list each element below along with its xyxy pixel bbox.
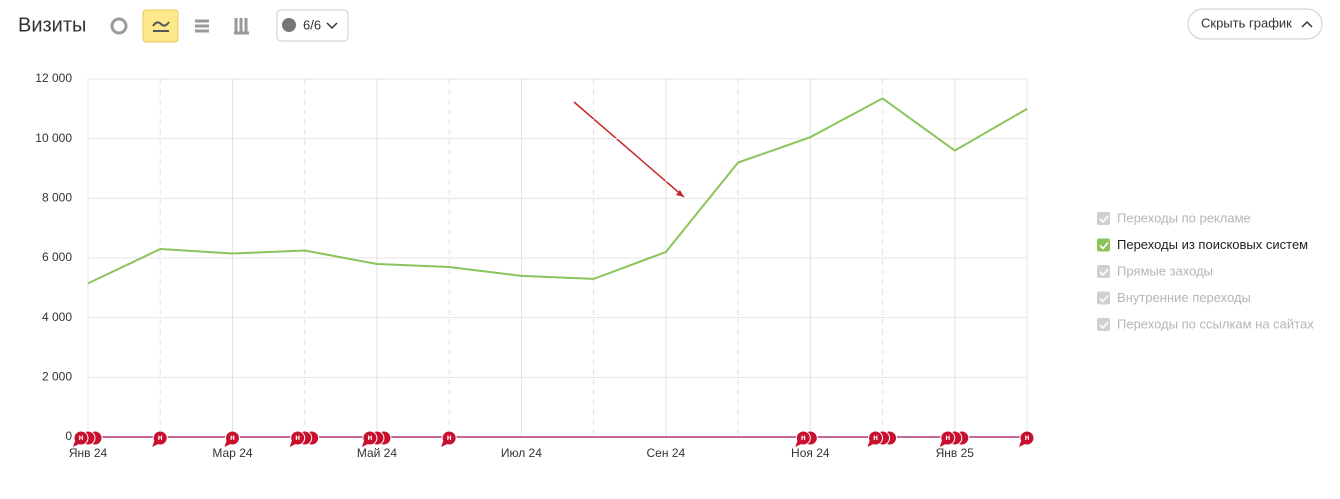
area-view-button[interactable] <box>195 19 209 33</box>
legend-checkbox[interactable] <box>1097 318 1110 331</box>
note-label: н <box>79 433 84 442</box>
chevron <box>326 22 338 30</box>
note-dot <box>224 430 240 446</box>
note-label: н <box>873 433 878 442</box>
note-label: н <box>447 433 452 442</box>
note-label: н <box>801 433 806 442</box>
x-tick-label: Янв 24 <box>69 446 108 460</box>
y-tick-label: 10 000 <box>35 131 72 145</box>
note-dot <box>868 430 884 446</box>
note-marker[interactable]: н <box>224 430 240 447</box>
note-label: н <box>368 433 373 442</box>
legend-checkbox[interactable] <box>1097 265 1110 278</box>
note-tail <box>361 441 368 447</box>
note-marker[interactable]: н <box>1019 430 1035 447</box>
series-line <box>87 97 1028 285</box>
note-dot <box>940 430 956 446</box>
note-tail <box>152 441 159 447</box>
x-tick-label: Ноя 24 <box>791 446 830 460</box>
x-tick-label: Мар 24 <box>212 446 252 460</box>
hide-chart-button[interactable] <box>1187 8 1323 40</box>
legend-label: Внутренние переходы <box>1117 290 1251 305</box>
note-dot <box>290 430 306 446</box>
title: Визиты <box>18 14 86 36</box>
line-view-button[interactable] <box>142 9 179 43</box>
legend-label: Переходы из поисковых систем <box>1117 237 1308 252</box>
x-tick-label: Май 24 <box>357 446 398 460</box>
note-marker[interactable]: н <box>795 430 818 447</box>
note-marker[interactable]: н <box>289 430 320 447</box>
legend-check <box>1099 321 1109 330</box>
note-dot <box>362 430 378 446</box>
note-label: н <box>1025 433 1030 442</box>
y-tick-label: 12 000 <box>35 71 72 85</box>
note-dot <box>73 430 89 446</box>
note-marker[interactable]: н <box>361 430 392 447</box>
note-dot <box>441 430 457 446</box>
note-dot <box>795 430 811 446</box>
legend-check <box>1099 241 1109 250</box>
notes-counter: 6/6 <box>303 17 321 32</box>
legend-label: Переходы по рекламе <box>1117 210 1251 225</box>
legend-checkbox[interactable] <box>1097 291 1110 305</box>
x-tick-label: Июл 24 <box>501 446 542 460</box>
note-tail <box>73 441 79 447</box>
x-tick-label: Янв 25 <box>936 446 975 460</box>
note-dot <box>152 430 168 446</box>
note-marker[interactable]: н <box>867 430 898 447</box>
legend-check <box>1099 268 1109 277</box>
note-marker[interactable]: н <box>152 430 168 447</box>
note-tail <box>867 441 874 447</box>
y-tick-label: 4 000 <box>42 310 72 324</box>
y-tick-label: 0 <box>65 429 72 443</box>
note-marker[interactable]: н <box>939 430 970 447</box>
chevron <box>1301 20 1313 28</box>
note-dot <box>1019 430 1035 446</box>
hide-chart-label: Скрыть график <box>1201 15 1292 30</box>
note-tail <box>289 441 296 447</box>
notes-button[interactable] <box>276 9 349 42</box>
note-tail <box>795 441 802 447</box>
legend-label: Прямые заходы <box>1117 263 1213 278</box>
bar-view-button[interactable] <box>234 18 249 35</box>
note-label: н <box>945 433 950 442</box>
note-label: н <box>295 433 300 442</box>
notes-icon <box>282 18 296 32</box>
note-label: н <box>230 433 235 442</box>
note-tail <box>224 441 231 447</box>
legend-checkbox[interactable] <box>1097 238 1110 252</box>
arrow-head <box>676 190 684 197</box>
note-tail <box>1019 441 1025 447</box>
line-icon <box>152 21 170 32</box>
x-tick-label: Сен 24 <box>647 446 686 460</box>
legend-checkbox[interactable] <box>1097 212 1110 225</box>
pie-view-button[interactable] <box>110 17 128 35</box>
y-tick-label: 8 000 <box>42 191 72 205</box>
note-marker[interactable]: н <box>73 430 103 447</box>
note-tail <box>441 441 448 447</box>
note-marker[interactable]: н <box>441 430 457 447</box>
legend-check <box>1099 294 1109 303</box>
y-tick-label: 2 000 <box>42 370 72 384</box>
note-tail <box>939 441 946 447</box>
note-label: н <box>158 433 163 442</box>
legend-check <box>1099 215 1109 224</box>
y-tick-label: 6 000 <box>42 250 72 264</box>
toolbar: 6/6 Скрыть график <box>110 8 1323 43</box>
arrow-annotation <box>573 101 685 198</box>
plot: 0 2 000 4 000 6 000 8 000 10 000 12 000 Янв 24 М… <box>35 71 1035 460</box>
legend-label: Переходы по ссылкам на сайтах <box>1117 316 1314 331</box>
